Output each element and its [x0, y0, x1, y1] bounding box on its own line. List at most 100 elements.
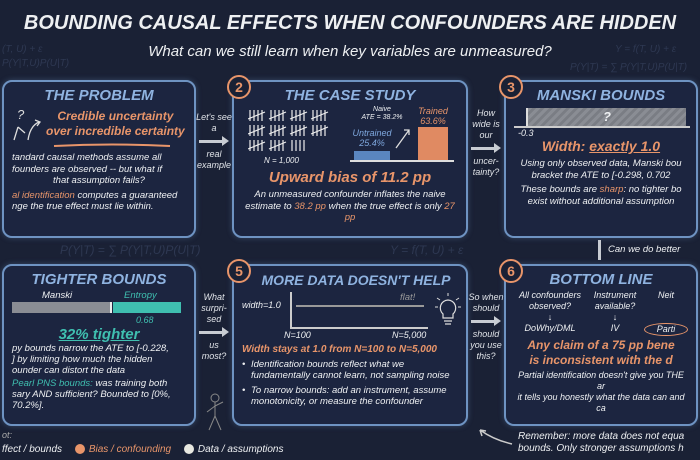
bullet-item: Identification bounds reflect what we fu… — [242, 359, 458, 382]
step-number: 5 — [227, 259, 251, 283]
bar-trained — [418, 127, 448, 160]
manski-bar-area: ? -0.3 — [514, 106, 690, 138]
connector-2: How wide is our uncer-tainty? — [468, 108, 504, 178]
connector-label: Can we do better — [608, 244, 681, 255]
lightbulb-icon — [435, 293, 461, 325]
headline: Width stays at 1.0 from N=100 to N=5,000 — [242, 344, 437, 355]
connector-label: So when should — [468, 292, 504, 313]
bullet-text: fundamentally cannot learn, not sampling… — [251, 370, 450, 381]
footer-note: bounds. Only stronger assumptions h — [518, 443, 684, 454]
body-text: computes a guaranteed — [74, 189, 178, 201]
body-text: ] by limiting how much the hidden — [12, 354, 153, 365]
tagline: over incredible certainty — [46, 124, 185, 138]
connector-label: Let's see a — [196, 112, 232, 133]
panel-title: MANSKI BOUNDS — [536, 87, 666, 104]
connector-label: What surpri-sed — [201, 292, 227, 324]
lower-bound-label: -0.3 — [518, 128, 534, 138]
question-text: observed? — [528, 301, 572, 311]
footer-note: Remember: more data does not equa — [518, 431, 685, 442]
highlight-text: Pearl PNS bounds: — [12, 378, 93, 389]
entropy-value: 0.68 — [136, 315, 154, 325]
panel-bottom-line: 6 BOTTOM LINE All confounders observed? ↓ D… — [499, 259, 698, 426]
panel-title: BOTTOM LINE — [549, 271, 653, 288]
panel-title: THE CASE STUDY — [284, 87, 416, 104]
width-line — [296, 305, 424, 307]
arrow-down-icon — [598, 240, 601, 260]
connector-4: What surpri-sed us most? — [196, 292, 232, 362]
answer-iv: IV — [610, 323, 620, 333]
legend-dot-orange — [74, 444, 85, 455]
case-study-chart: N = 1,000 Naive ATE = 38.2% Trained 63.6… — [242, 106, 458, 168]
panel-title: MORE DATA DOESN'T HELP — [261, 272, 451, 288]
bullet-item: To narrow bounds: add an instrument, ass… — [242, 385, 458, 408]
decision-guide: All confounders observed? ↓ DoWhy/DML Instr… — [514, 290, 688, 336]
highlight-text: 38.2 pp — [294, 200, 326, 212]
arrow-up-icon — [395, 129, 410, 149]
panel-title: TIGHTER BOUNDS — [31, 271, 167, 288]
connector-label: real example — [196, 149, 232, 170]
naive-value: ATE = 38.2% — [361, 114, 403, 121]
connector-1: Let's see a real example — [196, 112, 232, 171]
answer-dowhy: DoWhy/DML — [524, 323, 576, 333]
manski-label: Manski — [42, 290, 73, 301]
question-text: Neit — [657, 290, 674, 300]
naive-label: Naive — [373, 106, 391, 113]
tally-marks-icon — [248, 110, 329, 151]
bound-axis — [514, 126, 690, 128]
width-vs-n-chart: width=1.0 flat! N=100 N=5,000 — [242, 290, 461, 342]
body-text: founders are observed -- but what if — [12, 163, 162, 175]
step-number: 6 — [499, 259, 523, 283]
flat-label: flat! — [400, 292, 416, 303]
svg-text:?: ? — [17, 107, 25, 122]
body-text: sary AND sufficient? Bounded to [0%, 70.… — [12, 389, 171, 411]
panel-title: THE PROBLEM — [44, 87, 154, 104]
body-text: nge the true effect must lie within. — [12, 201, 154, 212]
body-text: that assumption fails? — [53, 175, 145, 186]
connector-label: should you use this? — [470, 329, 502, 361]
y-axis-label: width=1.0 — [242, 300, 281, 310]
body-text: tandard causal methods assume all — [12, 152, 162, 163]
question-text: Instrument — [593, 290, 637, 300]
bullet-text: Identification bounds reflect what we — [251, 358, 405, 370]
tagline: Credible uncertainty — [57, 109, 174, 123]
arrow-right-icon — [199, 327, 229, 337]
headline: Width: — [541, 138, 590, 154]
x-end-label: N=5,000 — [392, 330, 427, 340]
panel-the-problem: THE PROBLEM ? Credible uncertainty over … — [2, 80, 196, 238]
body-text: Partial identification doesn't give you … — [518, 370, 684, 391]
panel-case-study: 2 THE CASE STUDY N = 1,000 Naive ATE = 3… — [227, 75, 468, 238]
x-start-label: N=100 — [284, 330, 311, 340]
bar-untrained — [354, 151, 390, 160]
legend-item-effect: ffect / bounds — [2, 444, 63, 455]
untrained-value: 25.4% — [359, 138, 385, 148]
entropy-label: Entropy — [124, 290, 157, 301]
highlight-text: 27 pp — [344, 200, 455, 224]
tally-label: N = 1,000 — [264, 156, 299, 165]
page-title: BOUNDING CAUSAL EFFECTS WHEN CONFOUNDERS… — [23, 12, 677, 34]
body-text: was training both — [92, 378, 168, 389]
body-text: it tells you honestly what the data can … — [517, 392, 685, 413]
body-text: : no tighter bo — [623, 184, 682, 195]
body-text: when the true effect is only — [325, 200, 445, 212]
bg-equation: Y = f(T, U) + ε — [390, 243, 464, 257]
connector-label: uncer-tainty? — [472, 156, 500, 177]
entropy-bar — [113, 302, 181, 313]
body-text: bracket the ATE to [-0.298, 0.702 — [531, 169, 671, 181]
trained-label: Trained — [418, 106, 448, 116]
curved-arrow-icon — [479, 429, 513, 445]
body-text: An unmeasured confounder inflates the na… — [254, 189, 446, 200]
question-text: available? — [594, 301, 636, 311]
headline: 32% tighter — [58, 326, 140, 343]
legend-dot-white — [183, 444, 194, 455]
connector-label: us most? — [201, 340, 227, 361]
panel-tighter-bounds: TIGHTER BOUNDS Manski Entropy 0.68 32% t… — [2, 264, 196, 426]
y-axis — [290, 292, 292, 328]
bg-equation: P(Y|T) = ∑ P(Y|T,U)P(U|T) — [570, 62, 688, 73]
manski-bounds-bar: ? — [526, 108, 686, 126]
x-axis — [290, 327, 428, 329]
arrow-down-icon: ↓ — [612, 312, 618, 322]
bg-equation: Y = f(T, U) + ε — [615, 44, 677, 55]
legend: ffect / bounds Bias / confounding Data /… — [2, 444, 284, 455]
body-text: estimate to — [245, 200, 295, 212]
step-number: 2 — [227, 75, 251, 99]
